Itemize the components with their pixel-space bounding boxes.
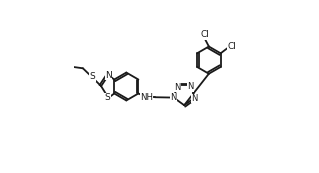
Text: N: N <box>188 82 194 91</box>
Text: Cl: Cl <box>200 30 209 39</box>
Text: S: S <box>90 72 95 81</box>
Text: S: S <box>105 93 110 102</box>
Text: N: N <box>105 71 112 80</box>
Text: NH: NH <box>140 93 153 102</box>
Text: N: N <box>170 93 177 102</box>
Text: Cl: Cl <box>227 42 236 51</box>
Text: N: N <box>174 83 181 92</box>
Text: N: N <box>191 94 198 103</box>
